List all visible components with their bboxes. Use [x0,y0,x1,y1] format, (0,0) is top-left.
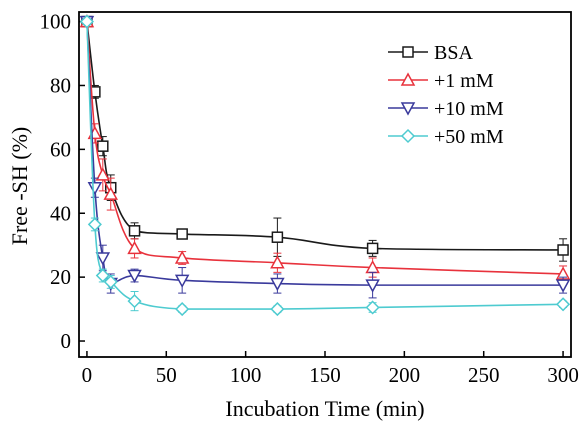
data-point [176,228,188,240]
x-tick-label: 100 [230,363,262,387]
x-tick-label: 150 [309,363,341,387]
series-group [79,14,571,317]
legend-item: +50 mM [388,126,504,148]
y-axis-title: Free -SH (%) [7,127,32,246]
legend-label: +50 mM [434,126,504,148]
legend-item: +10 mM [388,98,504,120]
data-point [95,252,111,266]
legend: BSA +1 mM +10 mM +50 mM [388,42,504,148]
x-tick-label: 50 [156,363,177,387]
data-point [103,274,118,289]
legend-item: BSA [388,42,473,64]
data-point [103,186,119,200]
legend-item: +1 mM [388,70,494,92]
data-point [270,255,285,269]
legend-marker [400,128,416,144]
legend-label: +1 mM [434,70,494,92]
series-line [86,21,564,286]
data-point [270,302,285,317]
data-point [555,279,571,293]
data-point [365,300,380,315]
data-point [95,167,111,181]
data-point [128,225,141,237]
x-tick-label: 200 [389,363,421,387]
axis-ticks: 0 50 100 150 200 250 300 0 20 40 60 80 100 [40,10,579,387]
x-tick-label: 300 [547,363,579,387]
data-point [175,302,190,317]
y-tick-label: 40 [50,201,71,225]
y-tick-label: 60 [50,137,71,161]
data-point [87,217,102,232]
data-point [95,268,110,283]
legend-label: +10 mM [434,98,504,120]
y-tick-label: 0 [61,329,72,353]
data-point [556,297,571,312]
y-tick-label: 100 [40,10,72,34]
legend-marker [400,102,416,116]
legend-marker [402,46,414,58]
series-3 [79,14,571,317]
data-point [97,140,109,152]
data-point [271,231,284,243]
data-point [127,269,142,284]
x-tick-label: 250 [468,363,500,387]
legend-marker [400,72,416,86]
data-point [174,250,190,264]
data-point [557,244,569,256]
series-1 [79,14,571,283]
data-point [127,240,142,255]
legend-label: BSA [434,42,473,64]
data-point [79,14,94,29]
data-point [366,242,379,255]
x-axis-title: Incubation Time (min) [225,396,424,421]
data-point [365,279,380,293]
y-tick-label: 80 [50,73,71,97]
data-point [127,294,142,309]
y-tick-label: 20 [50,265,71,289]
data-point [87,181,103,196]
data-point [174,274,190,288]
data-point [270,277,285,292]
x-tick-label: 0 [82,363,93,387]
